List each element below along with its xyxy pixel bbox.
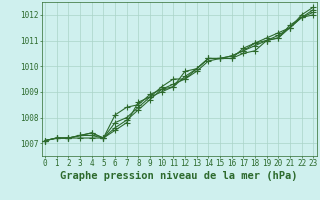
X-axis label: Graphe pression niveau de la mer (hPa): Graphe pression niveau de la mer (hPa)	[60, 171, 298, 181]
